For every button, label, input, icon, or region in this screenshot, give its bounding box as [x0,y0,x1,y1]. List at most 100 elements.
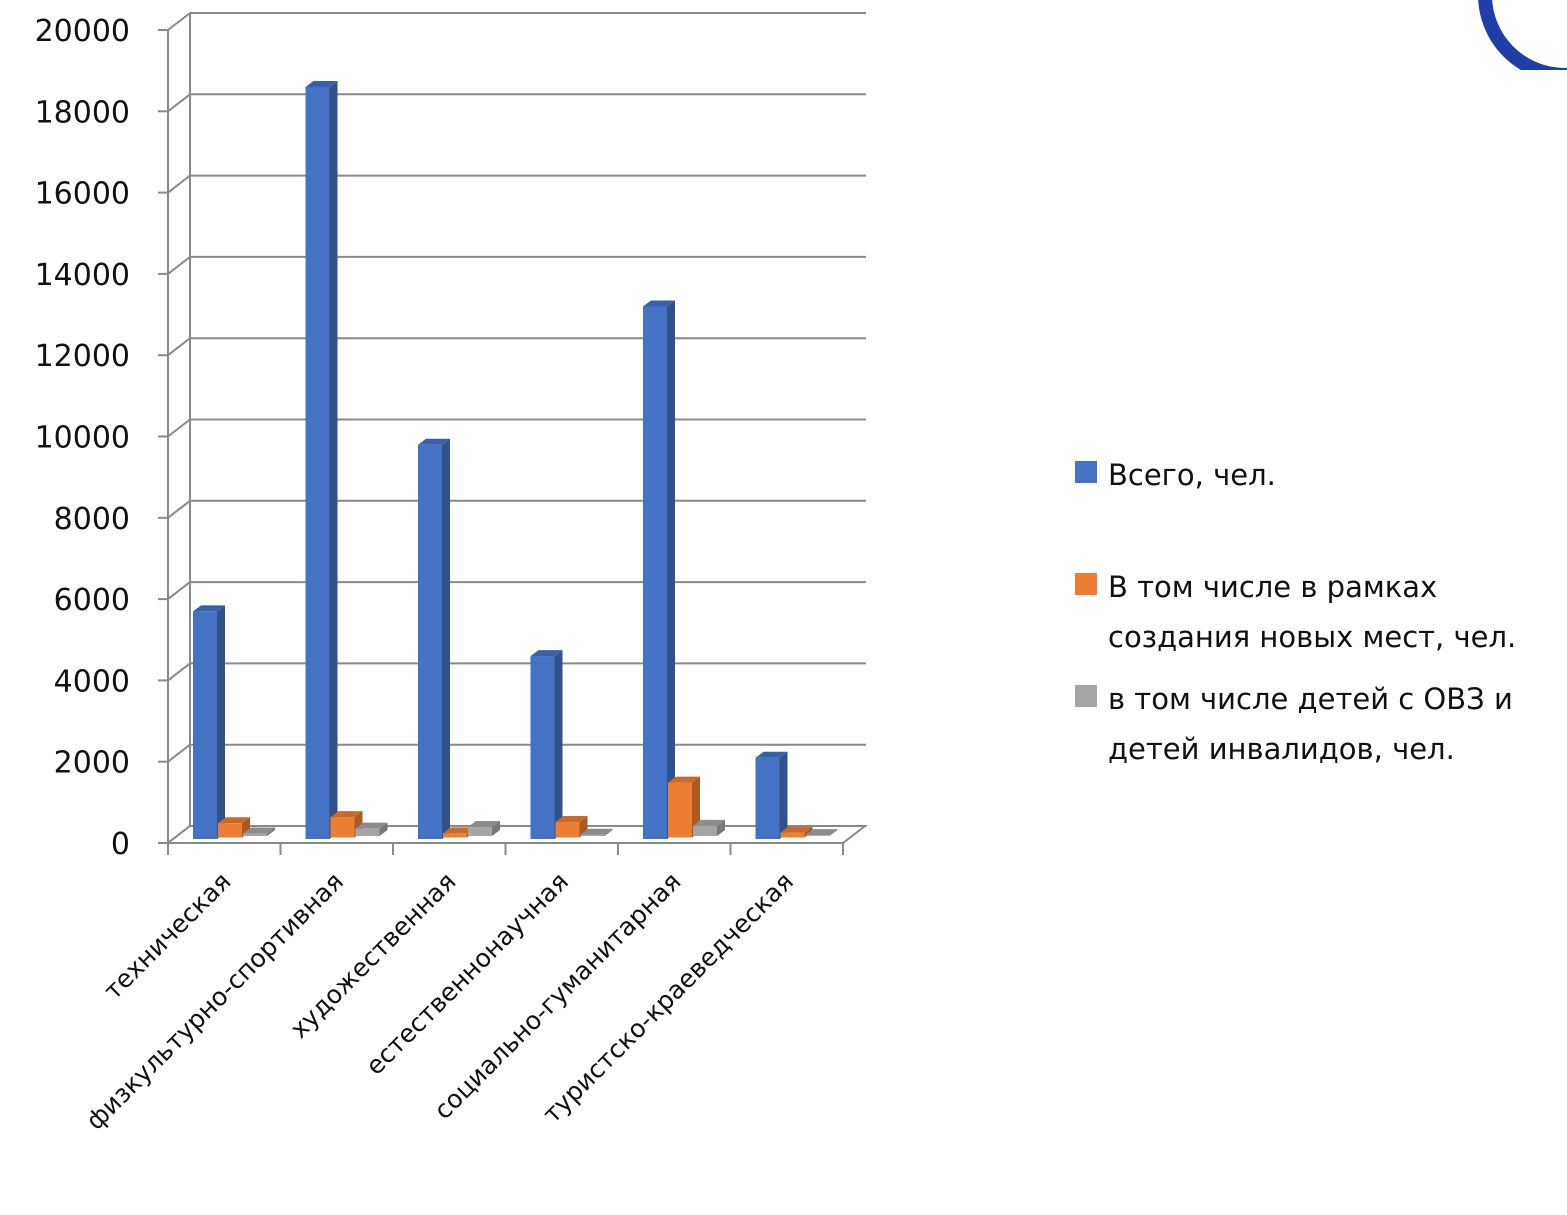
gridline-diagonal [167,581,191,600]
y-tick-label: 16000 [35,177,130,212]
gridline-diagonal [167,500,191,519]
bar-top [218,817,250,824]
bar-side [267,827,275,836]
bar [193,605,225,839]
bar-front [780,832,805,838]
gridline-diagonal [167,418,191,438]
y-tick-label: 0 [111,827,130,862]
y-tick-label: 20000 [35,14,130,49]
bar-front [330,817,355,838]
axes [165,13,868,855]
bar-side [667,300,675,839]
bar-front [668,782,692,838]
legend-label-disabled: в том числе детей с ОВЗ и детей инвалидо… [1108,682,1513,766]
bar-side [554,650,563,839]
bar-side [492,821,500,836]
y-tick-label: 4000 [54,664,130,699]
y-tick-label: 2000 [54,746,130,781]
bar [468,821,500,836]
bar-front [218,823,242,838]
bar-top [780,826,813,833]
bar-top [555,816,588,823]
bar [555,816,588,838]
bar-top [643,300,675,307]
bar-top [330,811,363,818]
bar-front [580,834,605,836]
bar-front [755,757,780,839]
gridline-diagonal [167,12,191,31]
legend-item-total: Всего, чел. [1073,450,1567,500]
gridline-diagonal [167,337,191,356]
bar-top [580,828,613,835]
bar [355,822,388,836]
y-tick-label: 8000 [54,502,130,537]
legend-label-total: Всего, чел. [1108,458,1276,492]
bar-top [805,829,838,836]
x-category-label: естественнонаучная [360,867,574,1081]
y-tick-label: 6000 [54,583,130,618]
x-axis-labels: техническаяфизкультурно-спортивнаяхудоже… [80,867,799,1136]
bar-front [418,444,442,839]
bar [218,817,250,838]
bar-front [693,825,717,836]
legend-swatch-new-places [1075,573,1097,595]
bar [643,300,675,839]
bar-side [329,80,338,840]
bar-top [193,605,225,612]
bar-front [355,828,380,836]
legend-item-disabled: в том числе детей с ОВЗ и детей инвалидо… [1073,674,1567,774]
bar-top [693,819,725,826]
y-tick-label: 18000 [35,95,130,130]
bar-top [443,827,475,834]
bar-top [355,822,388,829]
bar-top [668,776,700,783]
y-tick-label: 12000 [35,339,130,374]
bar-top [530,650,563,657]
bar-front [555,822,580,838]
bar [805,829,838,836]
y-tick-label: 10000 [35,421,130,456]
bar-side [717,819,725,836]
bar [243,827,275,836]
bar-side [604,828,613,836]
y-tick-label: 14000 [35,258,130,293]
legend-label-new-places: В том числе в рамках создания новых мест… [1108,570,1517,654]
gridline-diagonal [167,743,191,763]
bar-front [243,833,267,836]
bar-front [530,656,555,839]
logo-circle-icon [1478,0,1567,70]
bar [693,819,725,836]
bar [580,828,613,836]
x-category-label: социально-гуманитарная [428,867,686,1125]
bar-front [305,86,330,840]
bars [193,80,838,840]
bar [305,80,338,840]
bar-top [468,821,500,828]
bar-side [779,751,788,839]
legend-swatch-total [1075,461,1097,483]
bar-front [643,306,667,839]
bar-top [243,827,275,834]
bar [530,650,563,839]
gridline-diagonal [167,93,191,113]
y-axis-ticks: 0 2000 4000 6000 8000 10000 12000 14000 16000 180… [35,14,168,862]
bar-side [217,605,225,839]
bar-front [805,835,830,836]
gridline-diagonal [167,256,191,275]
gridline-diagonal [167,662,191,682]
gridline-diagonal [167,174,191,194]
x-category-label: туристско-краеведческая [537,867,799,1129]
bar-top [305,80,338,87]
legend-swatch-disabled [1075,685,1097,707]
bar-top [755,751,788,758]
bar [418,438,450,839]
bar [755,751,788,839]
legend: Всего, чел. В том числе в рамках создани… [1073,450,1567,774]
bar-front [443,833,467,838]
bar-side [829,829,838,836]
legend-item-new-places: В том числе в рамках создания новых мест… [1073,562,1567,662]
gridlines [167,12,866,844]
bar-top [418,438,450,445]
bar-side [379,822,388,836]
